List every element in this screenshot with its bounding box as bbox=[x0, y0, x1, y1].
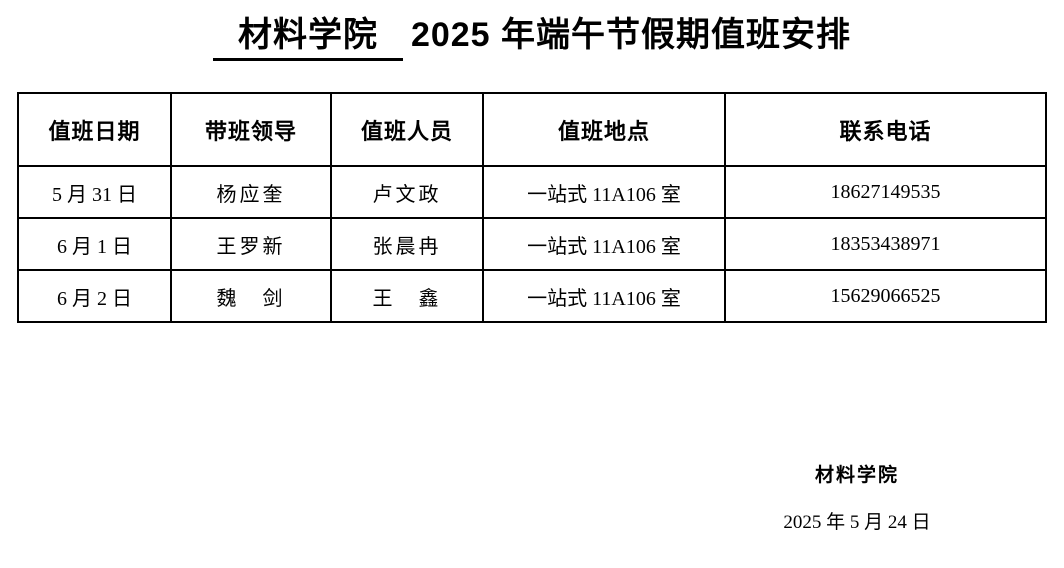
phone-cell: 18627149535 bbox=[724, 165, 1047, 219]
footer-block: 材料学院 2025 年 5 月 24 日 bbox=[742, 464, 972, 535]
footer-signature: 材料学院 bbox=[814, 465, 899, 486]
location-cell: 一站式 11A106 室 bbox=[482, 217, 726, 271]
table-row: 6 月 2 日 魏 剑 王 鑫 一站式 11A106 室 15629066525 bbox=[17, 269, 1047, 323]
location-cell: 一站式 11A106 室 bbox=[482, 165, 726, 219]
header-duty-date: 值班日期 bbox=[17, 92, 172, 167]
header-leader: 带班领导 bbox=[170, 92, 332, 167]
duty-date-cell: 5 月 31 日 bbox=[17, 165, 172, 219]
header-location: 值班地点 bbox=[482, 92, 726, 167]
header-staff: 值班人员 bbox=[330, 92, 484, 167]
title-text: 2025 年端午节假期值班安排 bbox=[410, 16, 852, 54]
leader-cell: 魏 剑 bbox=[170, 269, 332, 323]
staff-cell: 王 鑫 bbox=[330, 269, 484, 323]
duty-schedule-table: 值班日期 带班领导 值班人员 值班地点 联系电话 5 月 31 日 杨应奎 卢文… bbox=[17, 92, 1047, 323]
duty-date-cell: 6 月 1 日 bbox=[17, 217, 172, 271]
page-title: 材料学院 2025 年端午节假期值班安排 bbox=[0, 13, 1064, 61]
staff-cell: 卢文政 bbox=[330, 165, 484, 219]
leader-cell: 杨应奎 bbox=[170, 165, 332, 219]
duty-date-cell: 6 月 2 日 bbox=[17, 269, 172, 323]
location-cell: 一站式 11A106 室 bbox=[482, 269, 726, 323]
table-header-row: 值班日期 带班领导 值班人员 值班地点 联系电话 bbox=[17, 92, 1047, 167]
leader-cell: 王罗新 bbox=[170, 217, 332, 271]
phone-cell: 18353438971 bbox=[724, 217, 1047, 271]
title-underlined-org-name: 材料学院 bbox=[212, 13, 403, 61]
footer-date: 2025 年 5 月 24 日 bbox=[783, 512, 931, 533]
phone-cell: 15629066525 bbox=[724, 269, 1047, 323]
table-row: 5 月 31 日 杨应奎 卢文政 一站式 11A106 室 1862714953… bbox=[17, 165, 1047, 219]
staff-cell: 张晨冉 bbox=[330, 217, 484, 271]
header-phone: 联系电话 bbox=[724, 92, 1047, 167]
table-row: 6 月 1 日 王罗新 张晨冉 一站式 11A106 室 18353438971 bbox=[17, 217, 1047, 271]
